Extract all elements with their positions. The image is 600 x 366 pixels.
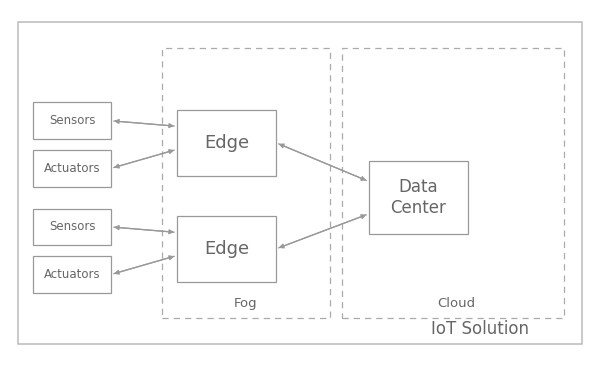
- FancyBboxPatch shape: [177, 110, 276, 176]
- Text: Sensors: Sensors: [49, 220, 95, 234]
- FancyBboxPatch shape: [177, 216, 276, 282]
- Text: Sensors: Sensors: [49, 114, 95, 127]
- Text: Actuators: Actuators: [44, 268, 100, 281]
- FancyBboxPatch shape: [369, 161, 468, 234]
- Text: Fog: Fog: [234, 297, 258, 310]
- Text: IoT Solution: IoT Solution: [431, 320, 529, 339]
- FancyBboxPatch shape: [33, 102, 111, 139]
- Text: Actuators: Actuators: [44, 162, 100, 175]
- FancyBboxPatch shape: [33, 150, 111, 187]
- Text: Data
Center: Data Center: [391, 178, 446, 217]
- Text: Cloud: Cloud: [437, 297, 475, 310]
- FancyBboxPatch shape: [33, 256, 111, 293]
- Text: Edge: Edge: [204, 134, 249, 152]
- FancyBboxPatch shape: [33, 209, 111, 245]
- Text: Edge: Edge: [204, 240, 249, 258]
